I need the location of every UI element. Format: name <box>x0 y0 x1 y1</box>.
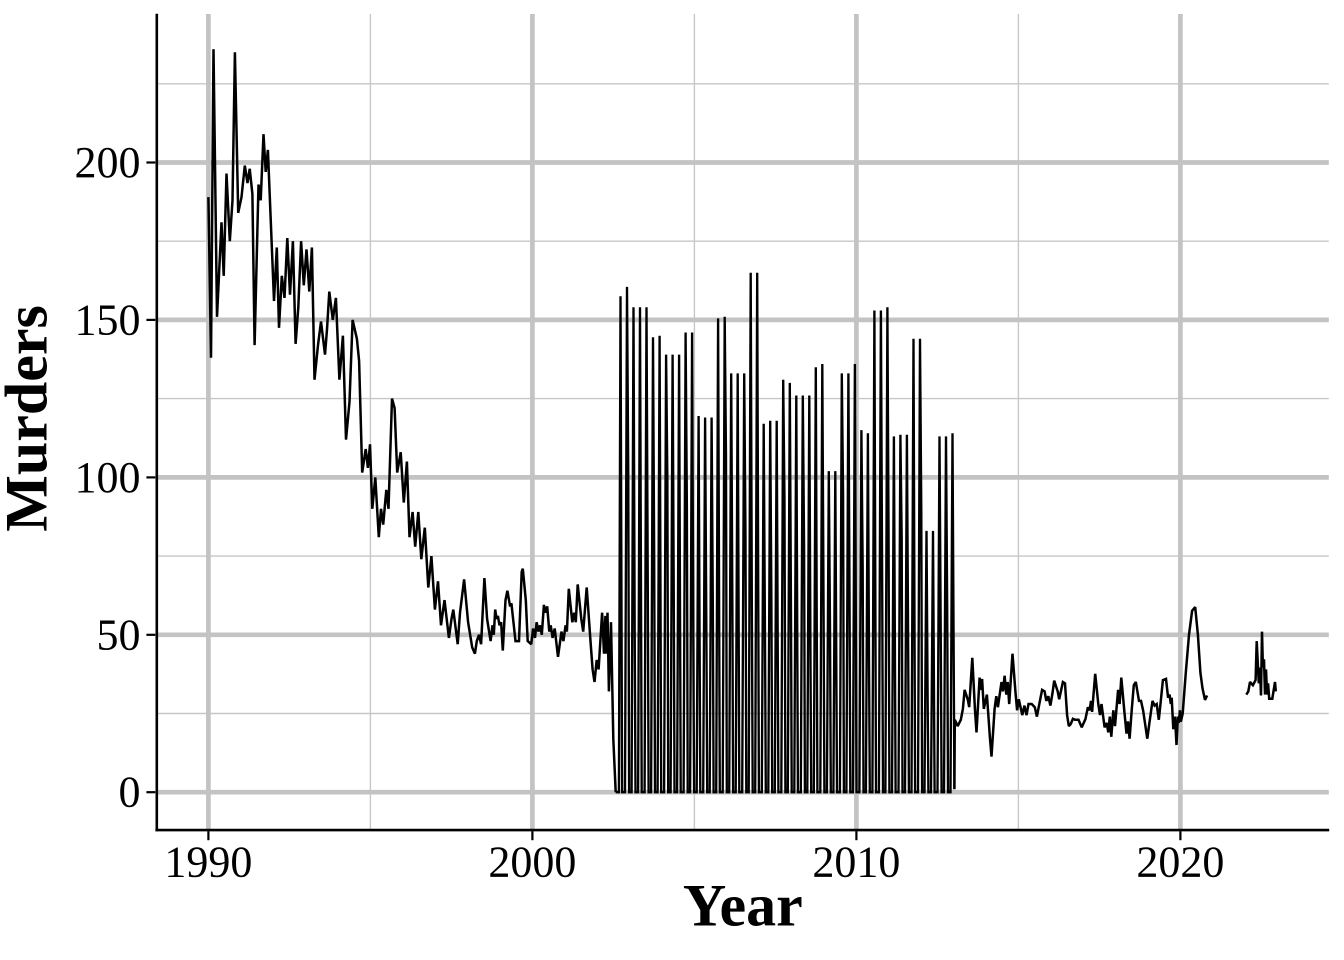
svg-text:Murders: Murders <box>0 305 60 532</box>
svg-text:Year: Year <box>683 873 803 939</box>
svg-text:2000: 2000 <box>488 838 576 887</box>
svg-text:1990: 1990 <box>164 838 252 887</box>
svg-text:100: 100 <box>75 453 141 502</box>
svg-text:2010: 2010 <box>812 838 900 887</box>
svg-text:200: 200 <box>75 138 141 187</box>
svg-text:2020: 2020 <box>1136 838 1224 887</box>
svg-text:0: 0 <box>119 768 141 817</box>
svg-text:50: 50 <box>97 610 141 659</box>
svg-text:150: 150 <box>75 295 141 344</box>
